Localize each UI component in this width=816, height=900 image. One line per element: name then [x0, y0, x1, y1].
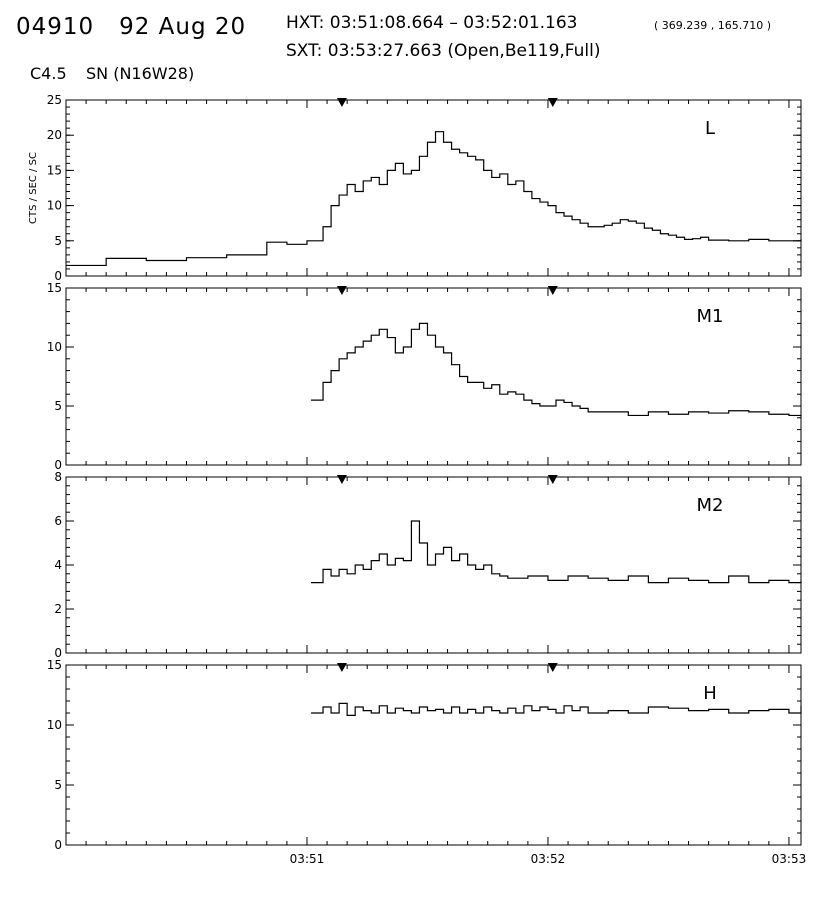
event-id: 04910	[16, 14, 95, 40]
hxt-marker	[336, 286, 347, 295]
event-title: 04910 92 Aug 20	[16, 14, 246, 40]
y-tick-label: 15	[47, 658, 62, 672]
y-tick-label: 0	[54, 838, 62, 852]
y-tick-label: 6	[54, 514, 62, 528]
hxt-marker	[547, 475, 558, 484]
series-line-M2	[311, 520, 802, 584]
y-tick-label: 0	[54, 269, 62, 283]
hxt-marker	[547, 98, 558, 107]
y-tick-label: 15	[47, 281, 62, 295]
panel-label-M2: M2	[697, 495, 724, 516]
y-axis-label: CTS / SEC / SC	[28, 152, 39, 224]
y-tick-label: 20	[47, 128, 62, 142]
hxt-marker	[336, 98, 347, 107]
x-tick-label: 03:53	[772, 852, 807, 866]
series-line-H	[311, 702, 802, 716]
panel-label-L: L	[705, 118, 715, 139]
x-tick-label: 03:52	[531, 852, 566, 866]
panel-frame-L	[65, 99, 802, 277]
y-tick-label: 10	[47, 718, 62, 732]
hxt-marker	[336, 663, 347, 672]
y-tick-label: 2	[54, 602, 62, 616]
y-tick-label: 10	[47, 199, 62, 213]
y-tick-label: 5	[54, 234, 62, 248]
y-tick-label: 0	[54, 646, 62, 660]
flare-location: SN (N16W28)	[86, 64, 195, 83]
hxt-coordinates: ( 369.239 , 165.710 )	[654, 19, 772, 32]
series-line-M1	[311, 322, 802, 417]
y-tick-label: 5	[54, 778, 62, 792]
event-date: 92 Aug 20	[119, 14, 247, 40]
panel-label-H: H	[703, 683, 717, 704]
x-tick-label: 03:51	[290, 852, 325, 866]
y-tick-label: 8	[54, 470, 62, 484]
hxt-marker	[547, 286, 558, 295]
panel-label-M1: M1	[697, 306, 724, 327]
y-tick-label: 10	[47, 340, 62, 354]
y-tick-label: 5	[54, 399, 62, 413]
y-tick-label: 0	[54, 458, 62, 472]
hxt-marker	[547, 663, 558, 672]
y-tick-label: 4	[54, 558, 62, 572]
sxt-info: SXT: 03:53:27.663 (Open,Be119,Full)	[286, 41, 601, 61]
series-line-L	[66, 131, 802, 267]
panel-frame-M1	[65, 287, 802, 466]
hxt-interval: HXT: 03:51:08.664 – 03:52:01.163	[286, 13, 578, 33]
y-tick-label: 25	[47, 93, 62, 107]
y-tick-label: 15	[47, 163, 62, 177]
flare-class: C4.5	[30, 64, 67, 83]
hxt-marker	[336, 475, 347, 484]
panel-frame-H	[65, 664, 802, 846]
